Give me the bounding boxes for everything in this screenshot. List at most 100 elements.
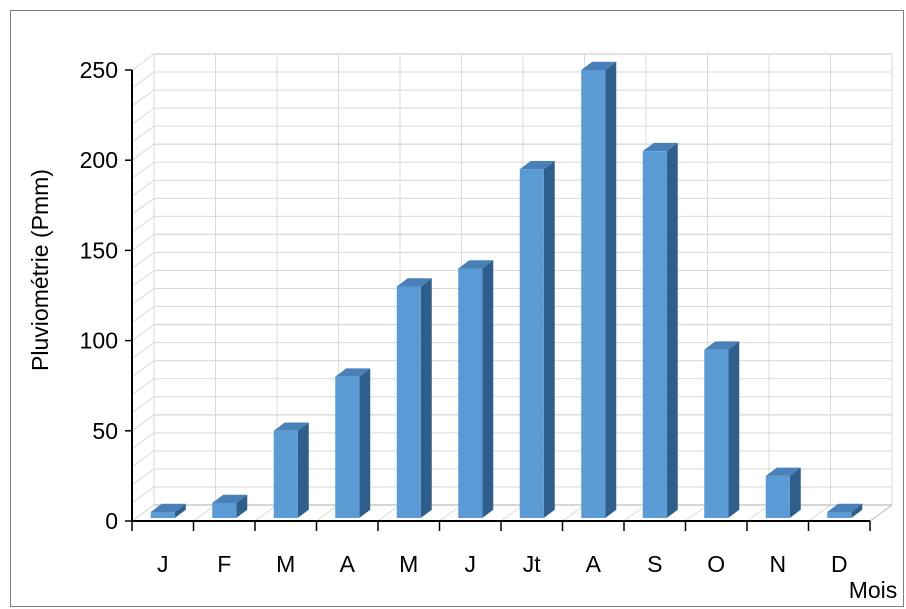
gridline-side — [131, 89, 155, 107]
bar-top — [765, 467, 801, 476]
gridline-floor — [808, 504, 831, 522]
bar-front — [150, 511, 175, 518]
floor-right-edge — [869, 504, 893, 522]
bar-top — [642, 142, 678, 152]
gridline-floor — [562, 504, 585, 522]
bar-side — [789, 467, 801, 518]
gridline-side — [131, 252, 155, 269]
gridline-floor — [377, 504, 401, 522]
x-tick-label: J — [465, 551, 477, 577]
gridline-floor — [439, 504, 462, 522]
bar-front — [642, 151, 667, 518]
bar — [273, 422, 309, 518]
bar-front — [581, 70, 606, 518]
gridline-side — [131, 71, 155, 89]
gridlines — [131, 53, 893, 522]
x-tick-label: A — [340, 551, 356, 577]
x-axis-label: Mois — [849, 577, 898, 603]
gridline-side — [131, 414, 155, 432]
x-tick-label: S — [647, 551, 662, 577]
bar — [765, 467, 801, 518]
bar-front — [212, 502, 237, 518]
bar-top — [704, 341, 740, 350]
bar-side — [851, 503, 863, 518]
x-tick-label: N — [769, 551, 786, 577]
gridline-side — [131, 486, 155, 504]
x-tick-label: Jt — [523, 551, 542, 577]
gridline-side — [131, 270, 155, 287]
gridline-side — [131, 378, 155, 396]
x-tick-label: D — [831, 551, 848, 577]
bar-front — [396, 286, 421, 518]
x-tick-label: M — [399, 551, 418, 577]
y-tick-label: 100 — [80, 328, 118, 354]
bar-front — [335, 376, 360, 518]
bar-side — [666, 142, 678, 518]
gridline-side — [131, 125, 155, 143]
gridline-side — [131, 342, 155, 360]
bars — [150, 61, 863, 518]
bar-front — [827, 511, 852, 518]
gridline-side — [131, 215, 155, 233]
bar — [396, 278, 432, 518]
gridline-side — [131, 288, 155, 305]
y-tick-label: 50 — [92, 418, 118, 444]
bar — [519, 160, 555, 518]
x-tick-label: J — [157, 551, 169, 577]
x-tick-label: F — [217, 551, 231, 577]
gridline-side — [131, 450, 155, 468]
gridline-floor — [746, 504, 770, 522]
bar-top — [581, 61, 617, 70]
bar-front — [765, 475, 790, 518]
bar — [335, 368, 371, 518]
bar-top — [519, 160, 555, 170]
y-tick-label: 0 — [105, 508, 118, 534]
bar — [150, 503, 186, 518]
bar-side — [728, 341, 740, 518]
bar-top — [150, 503, 186, 512]
bar-front — [519, 169, 544, 518]
gridline-side — [131, 468, 155, 486]
gridline-side — [131, 161, 155, 179]
y-axis-label: Pluviométrie (Pmm) — [27, 169, 53, 371]
bar-side — [174, 503, 186, 518]
bar-side — [482, 260, 494, 518]
bar-front — [704, 349, 729, 518]
bar-top — [273, 422, 309, 431]
x-tick-label: O — [707, 551, 725, 577]
bar — [642, 142, 678, 518]
bar — [458, 260, 494, 518]
gridline-floor — [193, 504, 216, 522]
gridline-side — [131, 306, 155, 323]
bar — [212, 494, 248, 518]
gridline-floor — [254, 504, 278, 522]
bar-side — [236, 494, 248, 518]
gridline-side — [131, 197, 155, 215]
bar — [704, 341, 740, 518]
gridline-side — [131, 179, 155, 197]
gridline-floor — [623, 504, 647, 522]
bar-top — [335, 368, 371, 377]
gridline-side — [131, 107, 155, 125]
bar-side — [297, 422, 309, 518]
gridline-floor — [131, 504, 155, 522]
bar-side — [420, 278, 432, 518]
gridline-floor — [500, 504, 524, 522]
bar-top — [396, 278, 432, 287]
bar-top — [212, 494, 248, 503]
bar-side — [359, 368, 371, 518]
gridline-side — [131, 396, 155, 414]
y-tick-label: 250 — [80, 57, 118, 83]
bar-front — [273, 430, 298, 518]
y-tick-label: 150 — [80, 237, 118, 263]
x-tick-label: A — [586, 551, 602, 577]
gridline-floor — [316, 504, 339, 522]
axes — [125, 69, 871, 531]
gridline-side — [131, 360, 155, 378]
bar — [581, 61, 617, 518]
gridline-side — [131, 432, 155, 450]
bar-side — [543, 160, 555, 518]
bar-side — [605, 61, 617, 518]
bar — [827, 503, 863, 518]
